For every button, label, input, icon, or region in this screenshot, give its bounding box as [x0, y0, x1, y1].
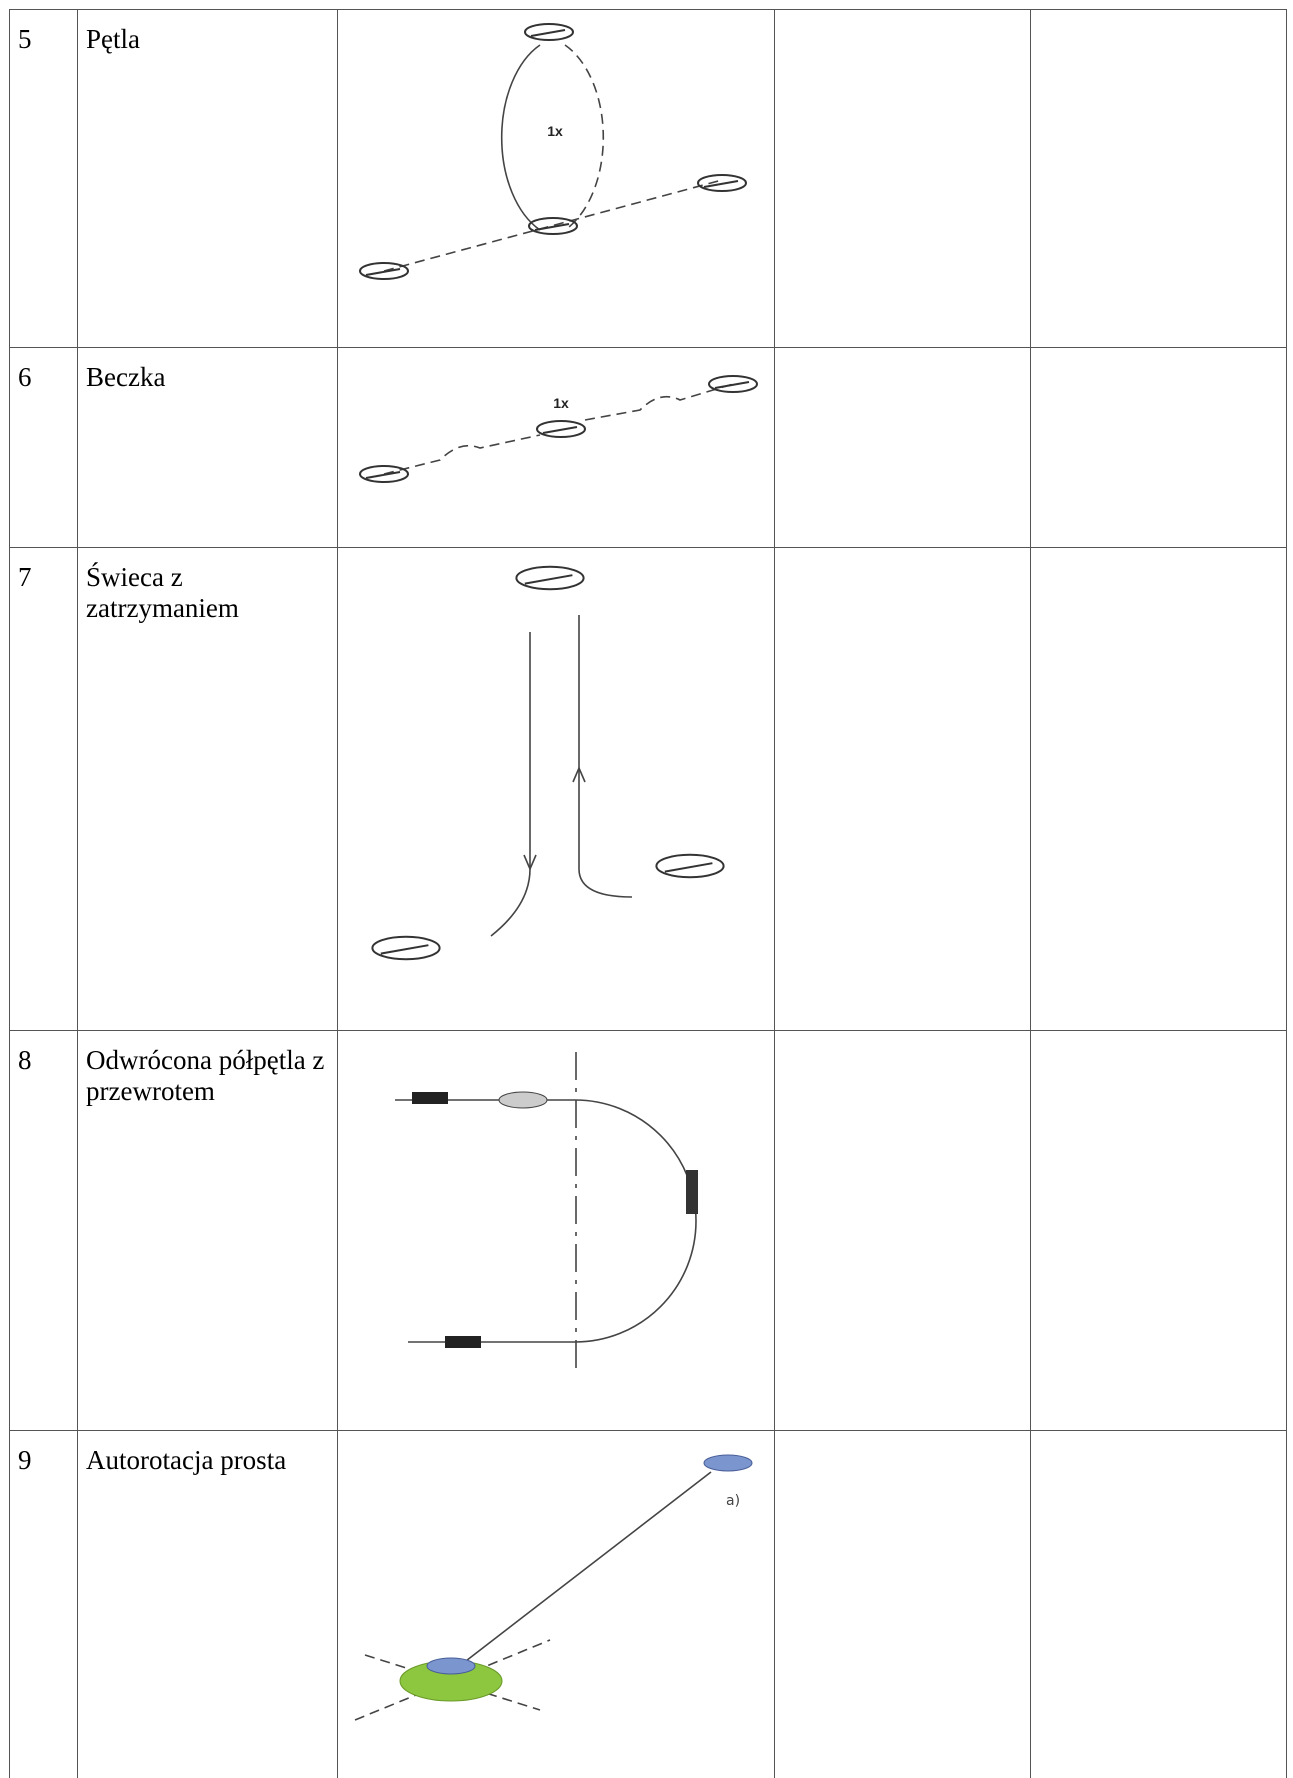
fuselage — [534, 223, 570, 231]
fuselage — [703, 180, 739, 188]
diagram-label: a) — [726, 1493, 740, 1509]
axis-line — [364, 1654, 541, 1711]
rotor — [697, 174, 747, 192]
rotor — [655, 853, 725, 879]
fuselage — [530, 29, 566, 37]
arrow — [523, 765, 586, 872]
fuselage — [365, 471, 401, 479]
rotor — [498, 1091, 548, 1109]
rotor — [536, 420, 586, 438]
rotor — [528, 217, 578, 235]
rotor — [524, 23, 574, 41]
loop-path — [500, 44, 541, 231]
empty-cell — [1030, 1430, 1287, 1778]
flight-path — [383, 383, 734, 475]
fuselage — [714, 381, 750, 389]
rotor — [515, 565, 585, 591]
flight-path — [395, 1099, 697, 1343]
helicopter — [412, 1092, 448, 1104]
flight-path — [461, 1471, 712, 1665]
loop-path — [564, 44, 605, 231]
rotor — [708, 375, 758, 393]
rotor — [703, 1454, 753, 1472]
fuselage — [365, 268, 401, 276]
flight-path — [490, 632, 531, 937]
flight-path — [383, 179, 723, 272]
rotor — [359, 262, 409, 280]
helicopter — [686, 1170, 698, 1214]
fuselage — [524, 574, 573, 585]
diagram-label: 1x — [547, 123, 563, 139]
helicopter — [445, 1336, 481, 1348]
diagram-label: 1x — [553, 395, 569, 411]
rotor — [426, 1657, 476, 1675]
rotor — [371, 935, 441, 961]
fuselage — [380, 944, 429, 955]
fuselage — [542, 426, 578, 434]
rotor — [359, 465, 409, 483]
flight-path — [578, 615, 633, 898]
fuselage — [664, 862, 713, 873]
